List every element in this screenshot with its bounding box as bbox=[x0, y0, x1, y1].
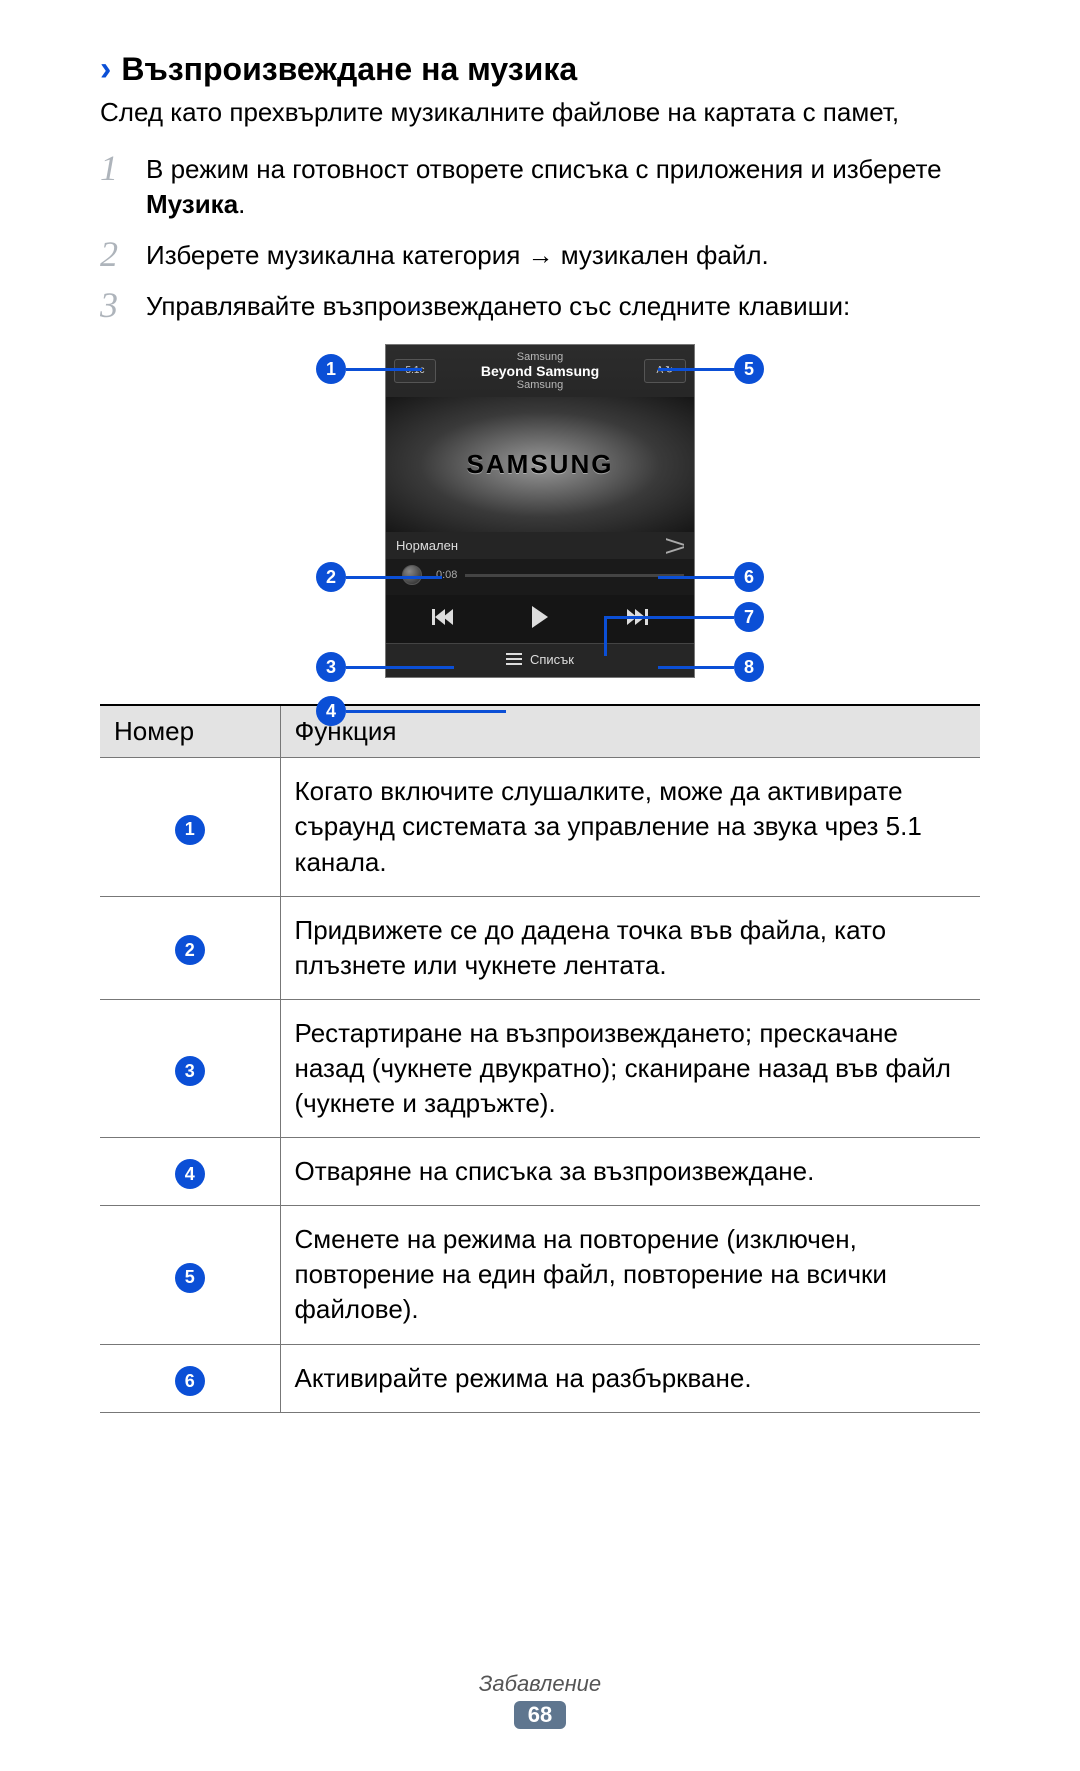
table-row: 4 Отваряне на списъка за възпроизвеждане. bbox=[100, 1138, 980, 1206]
artist-top: Samsung bbox=[436, 351, 644, 363]
callout-badge: 3 bbox=[316, 652, 346, 682]
phone-screen: 5.1c Samsung Beyond Samsung Samsung A↻ S… bbox=[385, 344, 695, 678]
row-badge: 6 bbox=[175, 1366, 205, 1396]
callout-badge: 5 bbox=[734, 354, 764, 384]
list-icon bbox=[506, 653, 522, 667]
table-cell-number: 2 bbox=[100, 896, 280, 999]
step-number: 3 bbox=[100, 287, 146, 323]
table-cell-function: Сменете на режима на повторение (изключе… bbox=[280, 1206, 980, 1344]
phone-diagram: 12345678 5.1c Samsung Beyond Samsung Sam… bbox=[280, 344, 800, 678]
page-footer: Забавление 68 bbox=[0, 1671, 1080, 1729]
table-row: 5 Сменете на режима на повторение (изключ… bbox=[100, 1206, 980, 1344]
shuffle-icon[interactable] bbox=[666, 539, 684, 553]
table-row: 3 Рестартиране на възпроизвеждането; прес… bbox=[100, 999, 980, 1137]
play-button[interactable] bbox=[525, 605, 555, 629]
table-cell-number: 3 bbox=[100, 999, 280, 1137]
footer-section-label: Забавление bbox=[0, 1671, 1080, 1697]
table-cell-function: Рестартиране на възпроизвеждането; преск… bbox=[280, 999, 980, 1137]
step-body: Изберете музикална категория → музикален… bbox=[146, 236, 769, 273]
instruction-step: 2Изберете музикална категория → музикале… bbox=[100, 236, 980, 273]
table-cell-number: 5 bbox=[100, 1206, 280, 1344]
table-cell-number: 1 bbox=[100, 758, 280, 896]
row-badge: 3 bbox=[175, 1056, 205, 1086]
elapsed-time: 0:08 bbox=[436, 569, 457, 581]
row-badge: 4 bbox=[175, 1159, 205, 1189]
title-text: Възпроизвеждане на музика bbox=[121, 51, 577, 88]
table-row: 2 Придвижете се до дадена точка във файла… bbox=[100, 896, 980, 999]
row-badge: 2 bbox=[175, 935, 205, 965]
album-cover: SAMSUNG bbox=[386, 397, 694, 532]
table-cell-function: Когато включите слушалките, може да акти… bbox=[280, 758, 980, 896]
callout-line bbox=[658, 666, 734, 669]
instruction-step: 3Управлявайте възпроизвеждането със след… bbox=[100, 287, 980, 324]
playlist-button[interactable]: Списък bbox=[386, 643, 694, 677]
callout-line bbox=[346, 368, 422, 371]
surround-button[interactable]: 5.1c bbox=[394, 359, 436, 383]
callout-line bbox=[604, 616, 734, 619]
callout-line bbox=[658, 368, 734, 371]
table-cell-function: Придвижете се до дадена точка във файла,… bbox=[280, 896, 980, 999]
table-header-number: Номер bbox=[100, 705, 280, 758]
table-row: 6 Активирайте режима на разбъркване. bbox=[100, 1344, 980, 1412]
track-title: Beyond Samsung bbox=[436, 363, 644, 379]
step-body: Управлявайте възпроизвеждането със следн… bbox=[146, 287, 850, 324]
chevron-icon: › bbox=[100, 50, 111, 89]
callout-badge: 6 bbox=[734, 562, 764, 592]
intro-text: След като прехвърлите музикалните файлов… bbox=[100, 97, 980, 128]
section-title: › Възпроизвеждане на музика bbox=[100, 50, 980, 89]
playlist-label: Списък bbox=[530, 652, 574, 667]
row-badge: 5 bbox=[175, 1263, 205, 1293]
callout-badge: 7 bbox=[734, 602, 764, 632]
callout-line bbox=[658, 576, 734, 579]
eq-mode[interactable]: Нормален bbox=[396, 538, 458, 553]
callout-line bbox=[346, 666, 454, 669]
step-body: В режим на готовност отворете списъка с … bbox=[146, 150, 980, 222]
callout-badge: 2 bbox=[316, 562, 346, 592]
progress-bar[interactable] bbox=[465, 574, 684, 577]
callout-badge: 8 bbox=[734, 652, 764, 682]
table-cell-function: Активирайте режима на разбъркване. bbox=[280, 1344, 980, 1412]
step-number: 2 bbox=[100, 236, 146, 272]
cover-brand: SAMSUNG bbox=[467, 449, 614, 480]
volume-knob[interactable] bbox=[402, 565, 422, 585]
step-number: 1 bbox=[100, 150, 146, 186]
page-number: 68 bbox=[514, 1701, 566, 1729]
table-row: 1 Когато включите слушалките, може да акт… bbox=[100, 758, 980, 896]
function-table: Номер Функция 1Когато включите слушалкит… bbox=[100, 704, 980, 1412]
callout-line bbox=[346, 710, 506, 713]
table-cell-function: Отваряне на списъка за възпроизвеждане. bbox=[280, 1138, 980, 1206]
table-cell-number: 4 bbox=[100, 1138, 280, 1206]
prev-button[interactable] bbox=[426, 605, 456, 629]
instruction-step: 1В режим на готовност отворете списъка с… bbox=[100, 150, 980, 222]
row-badge: 1 bbox=[175, 815, 205, 845]
table-cell-number: 6 bbox=[100, 1344, 280, 1412]
artist-bottom: Samsung bbox=[436, 379, 644, 391]
callout-line bbox=[604, 616, 607, 656]
callout-line bbox=[346, 576, 442, 579]
repeat-button[interactable]: A↻ bbox=[644, 359, 686, 383]
callout-badge: 1 bbox=[316, 354, 346, 384]
